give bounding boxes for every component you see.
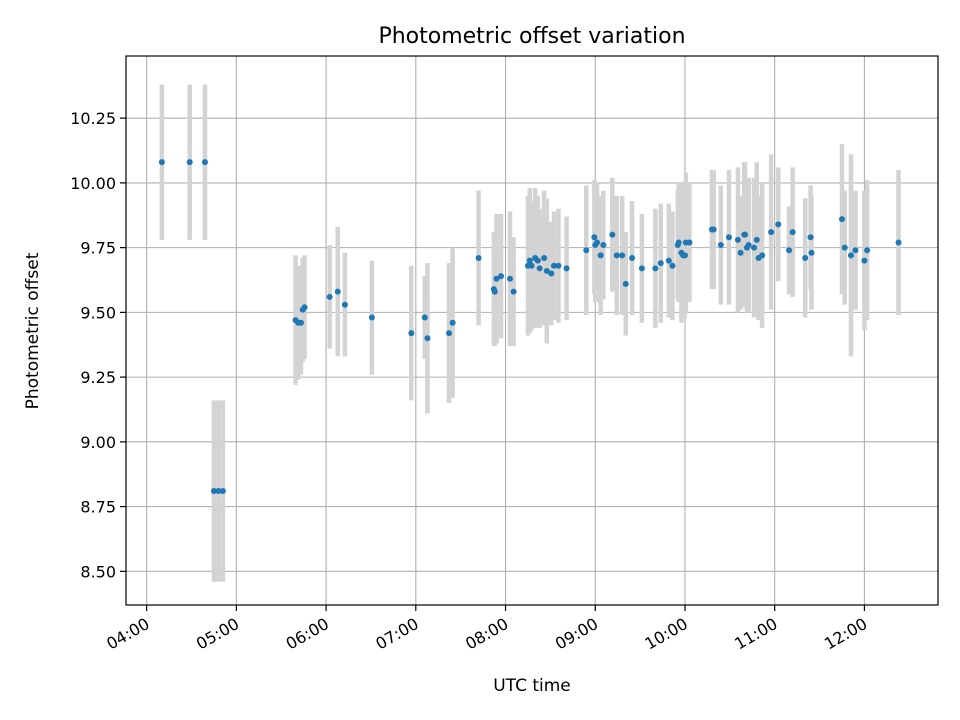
data-point	[591, 234, 598, 241]
data-point	[613, 252, 620, 259]
data-point	[710, 226, 717, 233]
plot-frame	[125, 55, 939, 606]
x-axis-label: UTC time	[493, 676, 571, 696]
y-tick-label: 9.25	[80, 368, 116, 387]
y-tick-label: 10.25	[70, 109, 116, 128]
data-point	[528, 262, 535, 269]
data-point	[725, 234, 732, 241]
data-point	[210, 488, 217, 495]
data-point	[493, 275, 500, 282]
data-point	[341, 301, 348, 308]
data-point	[841, 244, 848, 251]
y-tick-label: 9.75	[80, 239, 116, 258]
data-point	[622, 280, 629, 287]
data-point	[652, 265, 659, 272]
data-point	[297, 319, 304, 326]
data-point	[775, 221, 782, 228]
data-point	[475, 254, 482, 261]
y-axis-ticks: 8.50 8.75 9.00 9.25 9.50 9.75 10.00 10.25	[70, 109, 126, 581]
data-point	[657, 260, 664, 267]
data-point	[786, 247, 793, 254]
data-point	[745, 242, 752, 249]
data-point	[368, 314, 375, 321]
data-point	[555, 262, 562, 269]
data-points	[158, 159, 902, 495]
data-point	[742, 231, 749, 238]
data-point	[597, 252, 604, 259]
data-point	[491, 288, 498, 295]
data-point	[563, 265, 570, 272]
y-tick-label: 8.75	[80, 498, 116, 517]
data-point	[201, 159, 208, 166]
data-point	[895, 239, 902, 246]
data-point	[638, 265, 645, 272]
data-point	[526, 257, 533, 264]
data-point	[541, 254, 548, 261]
data-point	[737, 249, 744, 256]
data-point	[852, 247, 859, 254]
data-point	[861, 257, 868, 264]
data-point	[609, 231, 616, 238]
data-point	[768, 229, 775, 236]
data-point	[753, 236, 760, 243]
chart-title: Photometric offset variation	[378, 24, 685, 49]
data-point	[759, 252, 766, 259]
data-point	[446, 330, 453, 337]
data-point	[717, 242, 724, 249]
data-point	[186, 159, 193, 166]
data-point	[498, 273, 505, 280]
data-point	[583, 247, 590, 254]
data-point	[789, 229, 796, 236]
data-point	[536, 265, 543, 272]
data-point	[550, 262, 557, 269]
data-point	[408, 330, 415, 337]
data-point	[864, 247, 871, 254]
data-point	[449, 319, 456, 326]
grid	[126, 56, 938, 605]
data-point	[619, 252, 626, 259]
data-point	[675, 239, 682, 246]
data-point	[421, 314, 428, 321]
y-tick-label: 9.50	[80, 303, 116, 322]
data-point	[215, 488, 222, 495]
y-tick-label: 10.00	[70, 174, 116, 193]
data-point	[594, 239, 601, 246]
data-point	[334, 288, 341, 295]
y-axis-label: Photometric offset	[23, 252, 43, 409]
data-point	[807, 234, 814, 241]
data-point	[543, 267, 550, 274]
data-point	[665, 257, 672, 264]
data-point	[510, 288, 517, 295]
data-point	[424, 335, 431, 342]
data-point	[686, 239, 693, 246]
data-point	[802, 254, 809, 261]
data-point	[681, 252, 688, 259]
data-point	[326, 293, 333, 300]
y-tick-label: 8.50	[80, 562, 116, 581]
data-point	[838, 216, 845, 223]
data-point	[734, 236, 741, 243]
data-point	[808, 249, 815, 256]
data-point	[600, 242, 607, 249]
data-point	[301, 304, 308, 311]
data-point	[534, 257, 541, 264]
data-point	[507, 275, 514, 282]
data-point	[548, 270, 555, 277]
data-point	[669, 262, 676, 269]
y-tick-label: 9.00	[80, 433, 116, 452]
data-point	[219, 488, 226, 495]
data-point	[158, 159, 165, 166]
data-point	[629, 254, 636, 261]
data-point	[847, 252, 854, 259]
data-point	[751, 244, 758, 251]
